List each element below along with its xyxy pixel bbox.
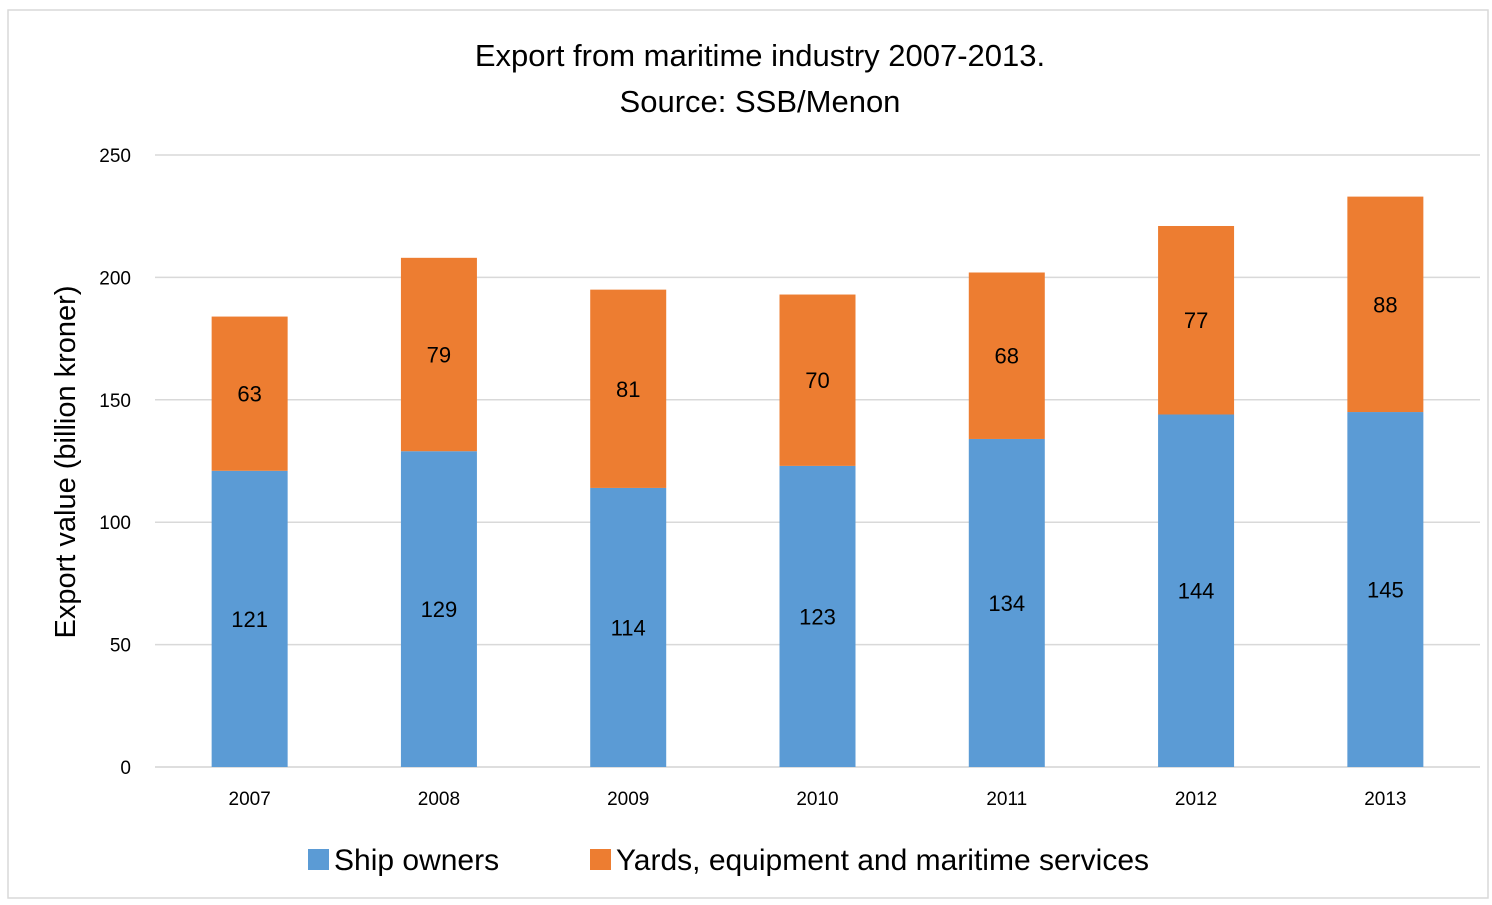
legend-label: Yards, equipment and maritime services bbox=[616, 844, 1149, 877]
bar-yards-equipment-services-2011 bbox=[968, 272, 1045, 439]
bar-yards-equipment-services-2012 bbox=[1158, 225, 1235, 415]
bar-ship-owners-2010 bbox=[779, 465, 856, 767]
x-tick-label: 2010 bbox=[796, 789, 838, 810]
x-tick-label: 2011 bbox=[986, 789, 1027, 810]
data-label: 68 bbox=[995, 344, 1019, 369]
data-label: 134 bbox=[988, 591, 1025, 616]
bar-ship-owners-2013 bbox=[1347, 412, 1424, 767]
data-label: 144 bbox=[1178, 579, 1215, 604]
data-labels: 121 63 129 79 114 81 123 70 134 68 144 77 145 88 bbox=[231, 292, 1403, 640]
data-label: 123 bbox=[799, 604, 836, 629]
y-axis-label: Export value (billion kroner) bbox=[50, 286, 82, 639]
x-tick-label: 2009 bbox=[607, 789, 649, 810]
data-label: 79 bbox=[427, 343, 451, 368]
data-label: 145 bbox=[1367, 578, 1404, 603]
y-tick-label: 100 bbox=[99, 513, 131, 534]
y-tick-label: 50 bbox=[110, 636, 131, 657]
y-tick-label: 150 bbox=[99, 391, 131, 412]
chart-title: Export from maritime industry 2007-2013. bbox=[475, 38, 1045, 73]
bar-ship-owners-2011 bbox=[968, 438, 1045, 767]
bar-yards-equipment-services-2013 bbox=[1347, 196, 1424, 413]
data-label: 114 bbox=[611, 615, 646, 640]
y-tick-label: 0 bbox=[120, 758, 131, 779]
legend-label: Ship owners bbox=[334, 844, 499, 877]
legend: Ship owners Yards, equipment and maritime… bbox=[308, 844, 1149, 877]
bar-yards-equipment-services-2007 bbox=[211, 316, 288, 471]
data-label: 121 bbox=[231, 607, 268, 632]
y-tick-label: 250 bbox=[99, 146, 131, 167]
bars bbox=[211, 196, 1424, 767]
bar-yards-equipment-services-2010 bbox=[779, 294, 856, 466]
bar-ship-owners-2007 bbox=[211, 470, 288, 767]
data-label: 77 bbox=[1184, 308, 1208, 333]
y-tick-label: 200 bbox=[99, 268, 131, 289]
bar-ship-owners-2008 bbox=[400, 451, 477, 767]
legend-swatch bbox=[308, 849, 329, 870]
x-tick-labels: 2007 2008 2009 2010 2011 2012 2013 bbox=[229, 789, 1407, 810]
x-tick-label: 2012 bbox=[1175, 789, 1217, 810]
data-label: 81 bbox=[616, 377, 640, 402]
x-tick-label: 2013 bbox=[1364, 789, 1406, 810]
chart-subtitle: Source: SSB/Menon bbox=[620, 84, 901, 119]
data-label: 63 bbox=[237, 382, 261, 407]
bar-ship-owners-2009 bbox=[590, 487, 667, 767]
bar-yards-equipment-services-2008 bbox=[400, 257, 477, 452]
data-label: 88 bbox=[1373, 292, 1397, 317]
gridlines bbox=[155, 154, 1480, 768]
data-label: 70 bbox=[805, 368, 829, 393]
x-tick-label: 2007 bbox=[229, 789, 271, 810]
y-tick-labels: 0 50 100 150 200 250 bbox=[99, 146, 131, 779]
x-tick-label: 2008 bbox=[418, 789, 460, 810]
legend-swatch bbox=[590, 849, 611, 870]
bar-yards-equipment-services-2009 bbox=[590, 289, 667, 488]
bar-ship-owners-2012 bbox=[1158, 414, 1235, 767]
data-label: 129 bbox=[421, 597, 458, 622]
